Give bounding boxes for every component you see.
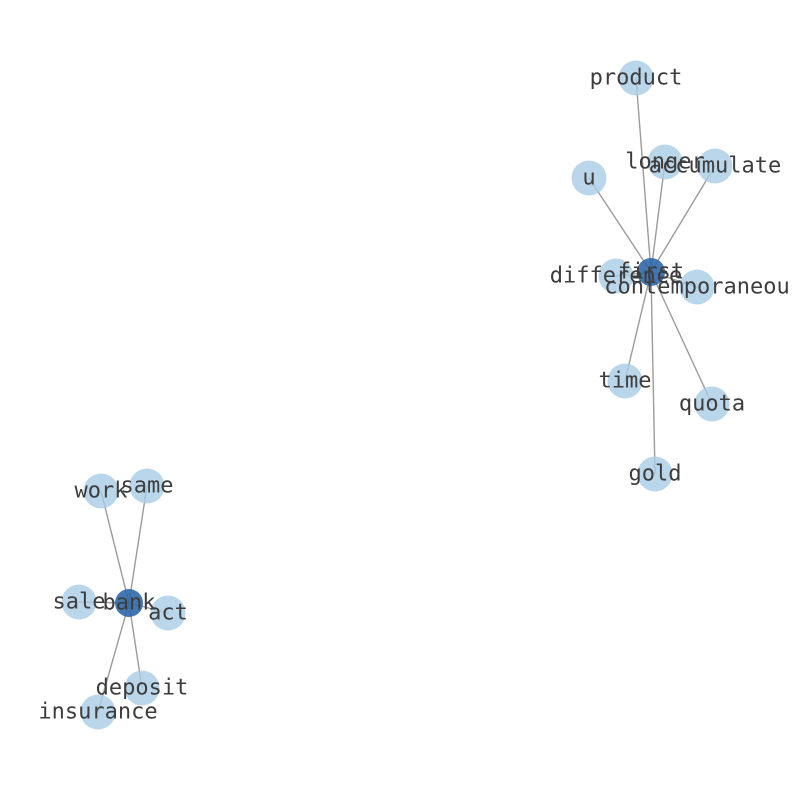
graph-node-first [637,258,665,286]
graph-node-gold [637,456,673,492]
graph-node-label-product: product [590,66,683,91]
graph-node-accumulate [697,148,733,184]
graph-node-label-longer: longer [625,150,704,175]
graph-node-label-gold: gold [629,462,682,487]
graph-node-deposit [124,670,160,706]
graph-node-label-insurance: insurance [38,700,157,725]
graph-edge-first-accumulate [650,165,716,273]
graph-node-label-first: first [618,260,684,285]
graph-node-label-quota: quota [679,392,745,417]
graph-node-bank [115,589,143,617]
graph-node-contemporaneou [679,269,715,305]
graph-node-quota [694,386,730,422]
graph-node-sale [61,584,97,620]
graph-node-label-time: time [599,369,652,394]
graph-edge-bank-insurance [97,602,130,713]
graph-node-act [150,595,186,631]
graph-node-label-deposit: deposit [96,676,189,701]
graph-edge-first-gold [650,271,656,475]
graph-node-time [607,363,643,399]
graph-node-label-same: same [121,474,174,499]
graph-edge-bank-work [100,490,130,604]
graph-node-label-accumulate: accumulate [649,154,781,179]
graph-node-u [571,160,607,196]
graph-node-label-sale: sale [53,590,106,615]
graph-node-label-difference: difference [550,264,682,289]
graph-node-work [83,473,119,509]
graph-node-longer [647,144,683,180]
graph-edge-bank-same [128,485,148,604]
graph-node-difference [598,258,634,294]
graph-edge-first-u [588,177,652,273]
graph-edge-first-longer [650,161,666,273]
graph-node-label-u: u [582,166,595,191]
graph-node-insurance [80,694,116,730]
graph-edge-first-quota [650,271,713,405]
graph-edge-first-product [635,77,652,273]
graph-node-product [618,60,654,96]
graph-node-label-act: act [148,601,188,626]
graph-edge-first-time [624,271,652,382]
graph-node-same [129,468,165,504]
graph-node-label-contemporaneou: contemporaneou [604,275,789,300]
graph-node-label-work: work [75,479,128,504]
nodes-layer [61,60,733,730]
graph-node-label-bank: bank [103,591,156,616]
